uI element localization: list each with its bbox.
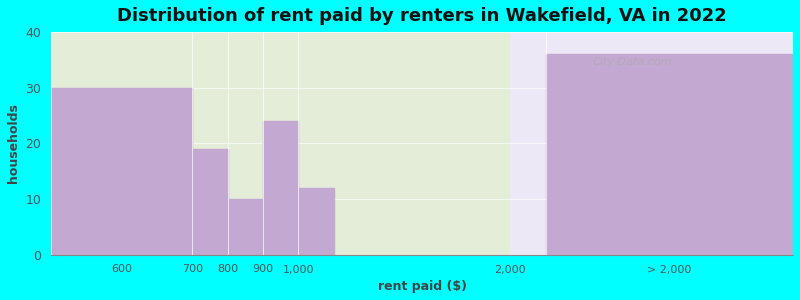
Bar: [546, 54, 793, 255]
Bar: [193, 149, 228, 255]
Bar: [263, 121, 298, 255]
Bar: [228, 199, 263, 255]
Bar: [510, 32, 793, 255]
Text: City-Data.com: City-Data.com: [593, 58, 672, 68]
Y-axis label: households: households: [7, 103, 20, 183]
Bar: [51, 32, 510, 255]
Title: Distribution of rent paid by renters in Wakefield, VA in 2022: Distribution of rent paid by renters in …: [118, 7, 727, 25]
Bar: [298, 188, 334, 255]
X-axis label: rent paid ($): rent paid ($): [378, 280, 466, 293]
Bar: [51, 88, 193, 255]
